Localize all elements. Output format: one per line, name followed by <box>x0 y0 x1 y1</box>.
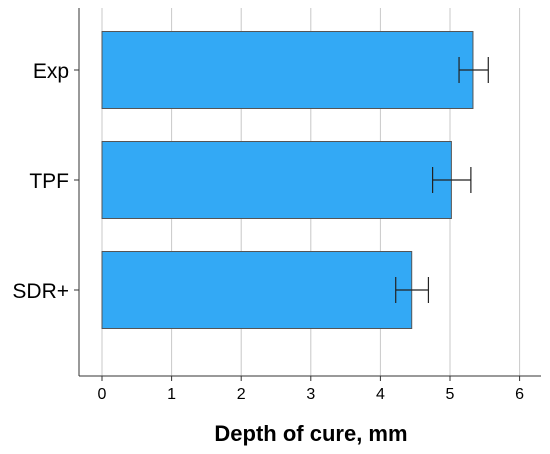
bars <box>101 31 474 329</box>
x-tick-label-4: 4 <box>376 386 385 403</box>
x-tick-label-1: 1 <box>167 386 176 403</box>
error-bar-sdr <box>395 277 430 303</box>
x-tick-label-3: 3 <box>306 386 315 403</box>
x-tick-label-2: 2 <box>237 386 246 403</box>
x-tick-label-0: 0 <box>98 386 107 403</box>
category-label-tpf: TPF <box>29 170 69 193</box>
x-tick-label-6: 6 <box>515 386 524 403</box>
x-tick-labels: 0 1 2 3 4 5 6 <box>98 386 525 403</box>
error-bar-tpf <box>432 167 472 193</box>
error-bar-exp <box>458 57 489 83</box>
category-labels: Exp TPF SDR+ <box>12 60 69 303</box>
axes <box>74 8 541 381</box>
bar-sdr <box>101 251 413 329</box>
x-tick-label-5: 5 <box>446 386 455 403</box>
category-label-exp: Exp <box>33 60 69 83</box>
error-bars <box>395 57 489 303</box>
x-axis-label: Depth of cure, mm <box>214 421 407 446</box>
category-label-sdr: SDR+ <box>12 280 69 303</box>
bar-tpf <box>101 141 452 219</box>
bar-exp <box>101 31 474 109</box>
